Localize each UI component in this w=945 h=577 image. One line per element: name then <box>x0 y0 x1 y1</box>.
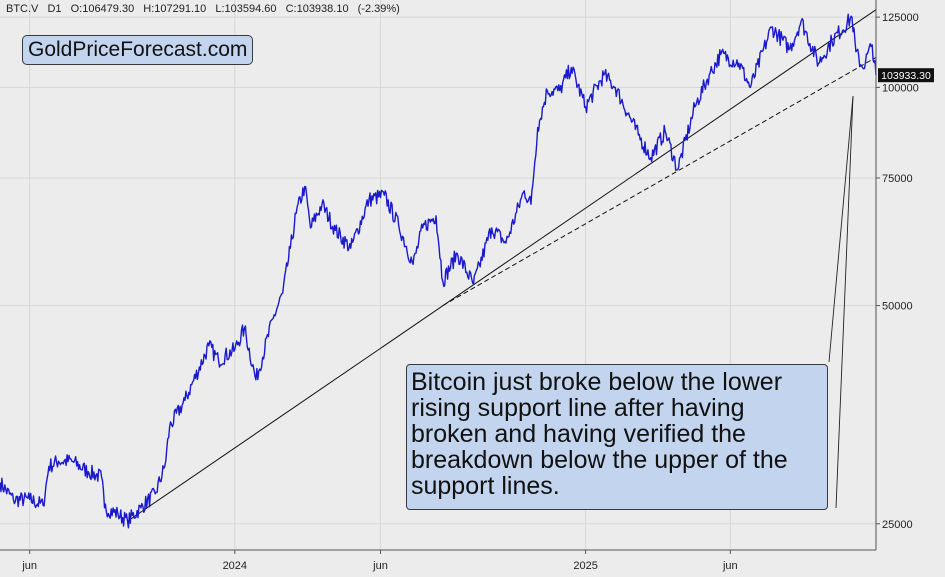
x-tick-label: jun <box>722 560 738 572</box>
open-value: O:106479.30 <box>70 3 135 15</box>
price-axis: 125000 100000 75000 50000 25000 <box>0 0 919 551</box>
x-tick-label: jun <box>372 560 388 572</box>
y-tick-label: 125000 <box>882 12 919 24</box>
last-price-badge: 103933.30 <box>878 68 934 83</box>
y-tick-label: 100000 <box>882 82 919 94</box>
high-value: H:107291.10 <box>143 3 207 15</box>
lower-support-line <box>127 9 877 522</box>
support-lines <box>127 9 877 522</box>
last-price-label: 103933.30 <box>881 70 931 82</box>
x-tick-label: 2025 <box>573 560 597 572</box>
y-tick-label: 25000 <box>882 519 913 531</box>
y-tick-label: 50000 <box>882 301 913 313</box>
close-value: C:103938.10 <box>285 3 349 15</box>
x-tick-label: 2024 <box>223 560 247 572</box>
upper-support-line <box>442 56 877 307</box>
annotation-box: Bitcoin just broke below the lower risin… <box>406 364 828 510</box>
change-value: (-2.39%) <box>357 3 400 15</box>
y-tick-label: 75000 <box>882 173 913 185</box>
time-axis: jun 2024 jun 2025 jun <box>21 550 738 572</box>
annotation-pointer <box>828 95 854 363</box>
symbol-label: BTC.V <box>6 3 39 15</box>
annotation-pointer <box>835 95 854 509</box>
ohlc-header: BTC.V D1 O:106479.30 H:107291.10 L:10359… <box>6 3 406 15</box>
low-value: L:103594.60 <box>215 3 277 15</box>
price-line <box>0 13 877 529</box>
interval-label: D1 <box>47 3 62 15</box>
x-tick-label: jun <box>21 560 37 572</box>
site-logo: GoldPriceForecast.com <box>22 35 254 65</box>
